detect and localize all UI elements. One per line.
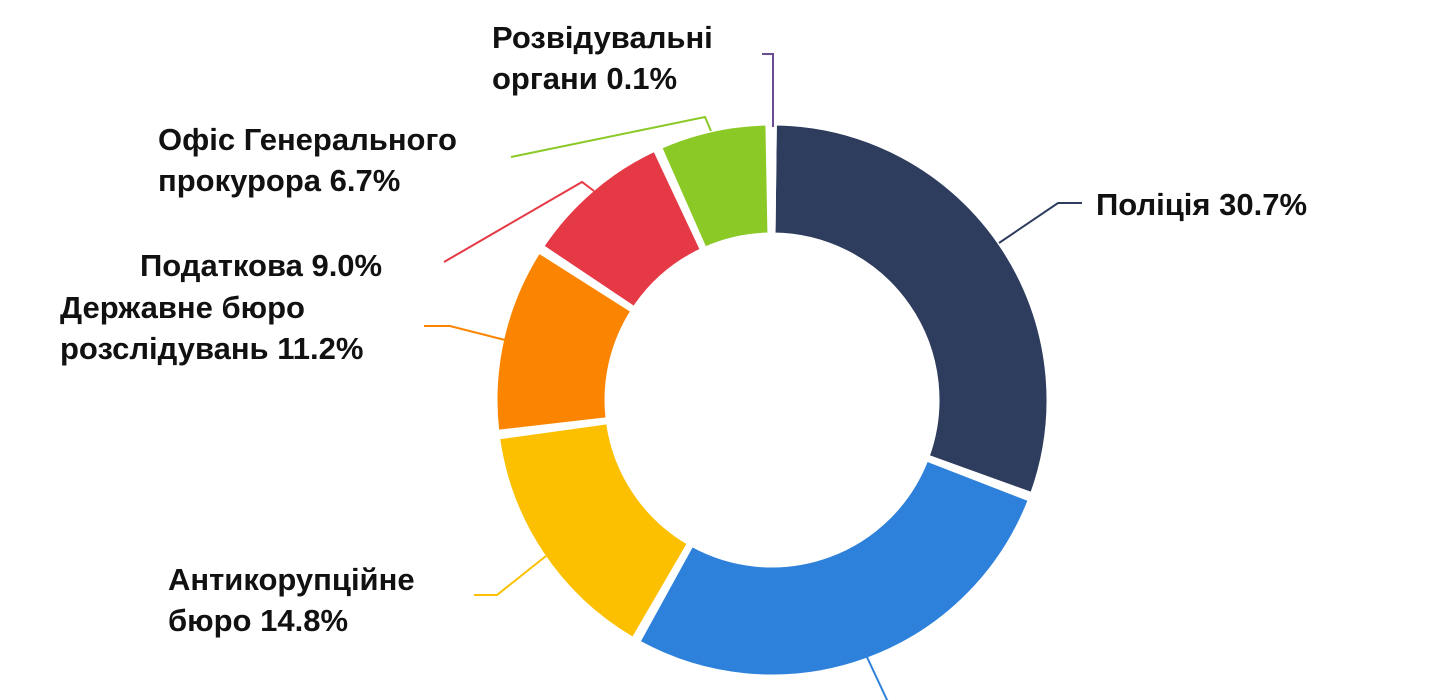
slice-label-3-line-2: розслідувань 11.2% <box>60 331 363 366</box>
slice-label-3: Державне бюро розслідувань 11.2% <box>60 290 363 366</box>
leader-line-0 <box>998 202 1082 244</box>
donut-slice-6 <box>771 122 777 236</box>
donut-slice-0 <box>772 122 1050 496</box>
slice-label-5: Офіс Генерального прокурора 6.7% <box>158 122 457 198</box>
slice-label-0-line-1: Поліція 30.7% <box>1096 187 1307 222</box>
slice-label-4-line-1: Податкова 9.0% <box>140 248 382 283</box>
slice-label-6-line-1: Розвідувальні <box>492 20 713 55</box>
leader-line-1 <box>865 654 889 700</box>
leader-line-4 <box>443 180 595 263</box>
slice-label-0: Поліція 30.7% <box>1096 187 1307 222</box>
slice-label-4: Податкова 9.0% <box>140 248 382 283</box>
slice-label-6: Розвідувальні органи 0.1% <box>492 20 713 96</box>
slice-label-6-line-2: органи 0.1% <box>492 61 677 96</box>
donut-slice-5 <box>659 122 771 250</box>
slice-label-2: Антикорупційне бюро 14.8% <box>168 562 415 638</box>
donut-slice-4 <box>541 148 703 310</box>
slice-label-2-line-2: бюро 14.8% <box>168 603 348 638</box>
slice-label-2-line-1: Антикорупційне <box>168 562 415 597</box>
slice-label-5-line-2: прокурора 6.7% <box>158 163 400 198</box>
donut-slice-1 <box>637 458 1031 678</box>
donut-slice-2 <box>497 421 690 640</box>
leader-line-3 <box>424 325 506 341</box>
donut-slice-3 <box>494 250 634 433</box>
leader-line-2 <box>474 555 547 596</box>
leader-line-6 <box>762 53 774 127</box>
leader-line-5 <box>510 115 712 158</box>
slice-label-5-line-1: Офіс Генерального <box>158 122 457 157</box>
slice-label-3-line-1: Державне бюро <box>60 290 305 325</box>
